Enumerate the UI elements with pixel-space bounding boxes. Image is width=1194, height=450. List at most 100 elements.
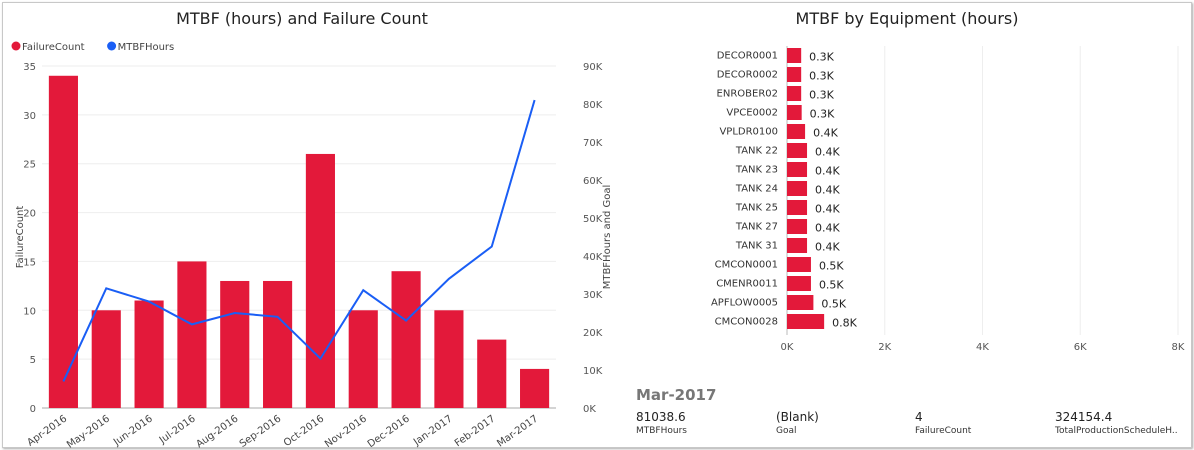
y-tick-label: 15	[23, 257, 36, 268]
tooltip-item: (Blank) Goal	[776, 410, 819, 436]
tooltip-item: 4 FailureCount	[915, 410, 971, 436]
x-tick-label: May-2016	[65, 413, 112, 450]
x-tick-label: Jun-2016	[111, 413, 155, 448]
y2-tick-label: 10K	[583, 366, 603, 377]
bar-mtbf	[787, 48, 802, 63]
x-tick-label: Oct-2016	[282, 413, 326, 449]
bar-mtbf	[787, 124, 806, 139]
x-tick-label: Jan-2017	[411, 413, 455, 448]
y2-tick-label: 60K	[583, 176, 603, 187]
y-tick-label: 30	[23, 111, 36, 122]
bar-failurecount	[477, 339, 507, 408]
bar-failurecount	[520, 368, 550, 408]
y-tick-label: 10	[23, 306, 36, 317]
x-tick-label: Dec-2016	[366, 413, 412, 450]
y-tick-label: DECOR0002	[717, 70, 778, 81]
bar-mtbf	[787, 257, 811, 272]
bar-failurecount	[434, 310, 464, 408]
y2-tick-label: 80K	[583, 100, 603, 111]
legend-marker	[107, 41, 117, 51]
y2-axis-title: MTBFHours and Goal	[602, 185, 613, 290]
tooltip-label: TotalProductionScheduleH..	[1055, 426, 1178, 436]
tooltip-value: 4	[915, 410, 923, 424]
y2-tick-label: 70K	[583, 138, 603, 149]
x-tick-label: Jul-2016	[157, 413, 198, 446]
y-tick-label: CMENR0011	[716, 279, 778, 290]
mtbf-failure-combo-chart[interactable]: MTBF (hours) and Failure Count FailureCou…	[0, 0, 620, 450]
y-tick-label: 0	[30, 404, 36, 415]
tooltip-heading: Mar-2017	[636, 386, 717, 404]
x-tick-label: Mar-2017	[495, 413, 540, 449]
bar-failurecount	[177, 261, 207, 408]
x-tick-label: Sep-2016	[238, 413, 284, 449]
y-tick-label: CMCON0028	[715, 317, 778, 328]
bar-mtbf	[787, 238, 808, 253]
y-tick-label: TANK 23	[735, 165, 778, 176]
x-tick-label: 0K	[781, 342, 794, 353]
bar-failurecount	[91, 310, 121, 408]
y-tick-label: TANK 25	[735, 203, 778, 214]
bar-mtbf	[787, 181, 808, 196]
y-tick-label: 25	[23, 160, 36, 171]
tooltip-item: 324154.4 TotalProductionScheduleH..	[1055, 410, 1178, 436]
tooltip-value: 324154.4	[1055, 410, 1113, 424]
data-label: 0.4K	[815, 165, 840, 178]
legend-marker	[11, 41, 21, 51]
x-tick-label: Aug-2016	[194, 413, 240, 450]
bar-mtbf	[787, 86, 802, 101]
y-tick-label: TANK 31	[735, 241, 778, 252]
y2-tick-label: 0K	[583, 404, 596, 415]
data-label: 0.5K	[821, 298, 846, 311]
data-label: 0.8K	[832, 317, 857, 330]
y2-tick-label: 50K	[583, 214, 603, 225]
tooltip-card: Mar-2017 81038.6 MTBFHours (Blank) Goal 4 F…	[636, 386, 1191, 446]
tooltip-item: 81038.6 MTBFHours	[636, 410, 687, 436]
y-tick-label: 35	[23, 62, 36, 73]
line-mtbfhours	[62, 99, 536, 382]
y2-tick-label: 40K	[583, 252, 603, 263]
bar-mtbf	[787, 219, 808, 234]
y2-tick-label: 30K	[583, 290, 603, 301]
chart-title: MTBF (hours) and Failure Count	[176, 9, 428, 28]
bar-failurecount	[348, 310, 378, 408]
bar-failurecount	[391, 271, 421, 408]
bar-mtbf	[787, 314, 825, 329]
x-tick-label: Apr-2016	[25, 413, 69, 448]
y2-tick-label: 90K	[583, 62, 603, 73]
x-tick-label: 6K	[1074, 342, 1087, 353]
y-tick-label: DECOR0001	[717, 51, 778, 62]
legend-label: FailureCount	[22, 42, 85, 53]
bar-mtbf	[787, 143, 808, 158]
bar-mtbf	[787, 295, 814, 310]
x-tick-label: Nov-2016	[323, 413, 369, 450]
x-tick-label: 2K	[878, 342, 891, 353]
data-label: 0.4K	[815, 184, 840, 197]
bar-failurecount	[48, 75, 78, 409]
bar-mtbf	[787, 200, 808, 215]
data-label: 0.3K	[809, 51, 834, 64]
y-tick-label: APFLOW0005	[711, 298, 778, 309]
bar-mtbf	[787, 276, 811, 291]
data-label: 0.4K	[815, 241, 840, 254]
x-tick-label: Feb-2017	[453, 413, 498, 449]
tooltip-value: (Blank)	[776, 410, 819, 424]
y-tick-label: 5	[30, 355, 36, 366]
data-label: 0.3K	[810, 108, 835, 121]
legend-label: MTBFHours	[118, 42, 175, 53]
data-label: 0.4K	[815, 222, 840, 235]
mtbf-by-equipment-chart[interactable]: MTBF by Equipment (hours) 0K 2K 4K 6K 8K DECOR…	[620, 0, 1194, 370]
y-tick-label: TANK 22	[735, 146, 778, 157]
tooltip-label: FailureCount	[915, 426, 972, 436]
data-label: 0.5K	[819, 279, 844, 292]
bar-mtbf	[787, 162, 808, 177]
y-tick-label: 20	[23, 209, 36, 220]
y-tick-label: ENROBER02	[717, 89, 778, 100]
y-tick-label: VPLDR0100	[719, 127, 778, 138]
y-tick-label: VPCE0002	[726, 108, 778, 119]
tooltip-label: MTBFHours	[636, 426, 687, 436]
bar-failurecount	[263, 280, 293, 408]
y2-tick-label: 20K	[583, 328, 603, 339]
bar-failurecount	[134, 300, 164, 408]
